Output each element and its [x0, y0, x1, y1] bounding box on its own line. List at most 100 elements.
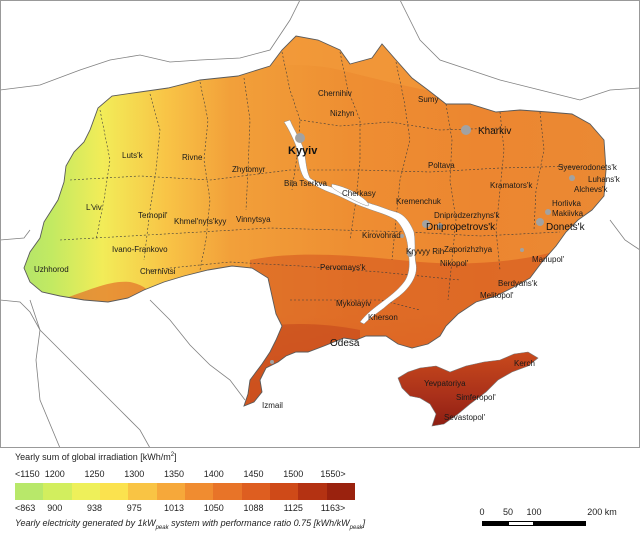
- city-label-ternopil: Ternopil': [138, 211, 168, 220]
- city-label-chernihiv: Chernihiv: [318, 89, 352, 98]
- pv-output-tick: 975: [126, 503, 142, 513]
- legend: Yearly sum of global irradiation [kWh/m2…: [15, 452, 375, 542]
- irradiation-tick: 1550>: [320, 469, 346, 479]
- irradiation-tick: 1200: [44, 469, 65, 479]
- caption-part-2: system with performance ratio 0.75 [kWh/…: [168, 518, 350, 528]
- city-label-nizhyn: Nizhyn: [330, 109, 354, 118]
- city-label-kerch: Kerch: [514, 359, 535, 368]
- irradiation-tick-labels: <1150 1200 1250 1300 1350 1400 1450 1500 1550>: [15, 469, 360, 481]
- irradiation-tick: 1350: [163, 469, 185, 479]
- city-label-ivano-frankovo: Ivano-Frankovo: [112, 245, 168, 254]
- city-label-zaporizhzhya: Zaporizhzhya: [444, 245, 493, 254]
- city-label-sumy: Sumy: [418, 95, 438, 104]
- ramp-swatch: [269, 483, 299, 500]
- scale-segment-3: [534, 521, 586, 526]
- city-label-khmelnytskyi: Khmel'nyts'kyy: [174, 217, 226, 226]
- city-label-berdyansk: Berdyans'k: [498, 279, 538, 288]
- city-label-horlivka: Horlivka: [552, 199, 581, 208]
- scale-segment-2: [508, 521, 534, 526]
- ramp-swatch: [326, 483, 355, 500]
- city-label-rivne: Rivne: [182, 153, 203, 162]
- city-label-odesa: Odesa: [330, 338, 360, 349]
- irradiation-tick: 1300: [124, 469, 145, 479]
- irradiation-tick: <1150: [15, 469, 40, 479]
- city-label-sevastopol: Sevastopol': [444, 413, 486, 422]
- urban-areas: [270, 125, 575, 364]
- scale-label-50: 50: [502, 507, 514, 517]
- legend-title: Yearly sum of global irradiation [kWh/m2…: [15, 452, 177, 462]
- city-label-severodonetsk: Syeverodonets'k: [558, 163, 618, 172]
- legend-title-text: Yearly sum of global irradiation [kWh/m: [15, 452, 171, 462]
- pv-output-tick: 938: [86, 503, 103, 513]
- city-label-mariupol: Mariupol': [532, 255, 565, 264]
- ramp-swatch: [298, 483, 327, 500]
- city-label-yevpatoriya: Yevpatoriya: [424, 379, 466, 388]
- caption-sub-1: peak: [155, 524, 169, 531]
- scale-label-0: 0: [479, 507, 485, 517]
- city-label-dniprodzerzhynsk: Dniprodzerzhyns'k: [434, 211, 501, 220]
- caption-part-1: Yearly electricity generated by 1kW: [15, 518, 156, 528]
- irradiation-tick: 1400: [203, 469, 224, 479]
- ramp-swatch: [71, 483, 100, 500]
- irradiation-tick: 1450: [243, 469, 264, 479]
- city-label-kherson: Kherson: [368, 313, 398, 322]
- pv-output-tick: <863: [15, 503, 36, 513]
- city-label-lviv: L'viv: [86, 203, 102, 212]
- scale-label-200: 200 km: [587, 507, 617, 517]
- city-label-mykolayiv: Mykolayiv: [336, 299, 371, 308]
- pv-output-tick: 900: [47, 503, 63, 513]
- crimea-peninsula: [397, 351, 539, 427]
- city-label-bila-tserkva: Bila Tserkva: [284, 179, 328, 188]
- city-label-dnipropetrovsk: Dnipropetrovs'k: [426, 222, 496, 233]
- pv-output-tick: 1050: [203, 503, 224, 513]
- city-label-pervomaysk: Pervomays'k: [320, 263, 367, 272]
- city-label-kramatorsk: Kramators'k: [490, 181, 533, 190]
- scale-segment-1: [482, 521, 508, 526]
- city-label-simferopol: Simferopol': [456, 393, 496, 402]
- city-label-kharkiv: Kharkiv: [478, 126, 511, 137]
- city-label-uzhhorod: Uzhhorod: [34, 265, 69, 274]
- city-label-makiivka: Makiivka: [552, 209, 584, 218]
- color-ramp: [15, 483, 355, 500]
- legend-caption: Yearly electricity generated by 1kWpeak …: [15, 518, 365, 531]
- neighbor-borders: [0, 0, 640, 448]
- ramp-swatch: [241, 483, 270, 500]
- city-label-cherkasy: Cherkasy: [342, 189, 376, 198]
- caption-part-3: ]: [362, 518, 366, 528]
- caption-sub-2: peak: [349, 524, 363, 531]
- city-label-kirovohrad: Kirovohrad: [362, 231, 401, 240]
- city-label-lutsk: Luts'k: [122, 151, 144, 160]
- pv-output-tick: 1013: [163, 503, 185, 513]
- city-label-poltava: Poltava: [428, 161, 455, 170]
- city-label-donetsk: Donets'k: [546, 222, 586, 233]
- city-label-kyiv: Kyyiv: [288, 145, 318, 157]
- city-label-melitopol: Melitopol': [480, 291, 514, 300]
- scale-label-100: 100: [526, 507, 542, 517]
- ramp-swatch: [128, 483, 157, 500]
- oblast-boundaries: [59, 51, 581, 311]
- city-label-vinnytsya: Vinnytsya: [236, 215, 271, 224]
- ramp-swatch: [43, 483, 72, 500]
- city-label-kryvyy-rih: Kryvyy Rih: [406, 247, 444, 256]
- legend-title-unit-exponent: 2: [170, 452, 175, 458]
- ramp-swatch: [99, 483, 129, 500]
- ramp-swatch: [15, 483, 44, 500]
- city-label-izmail: Izmail: [262, 401, 283, 410]
- pv-output-tick: 1088: [243, 503, 264, 513]
- solar-irradiation-map: Kyyiv Chernihiv Sumy Kharkiv Nizhyn Luts…: [0, 0, 640, 448]
- city-label-zhytomyr: Zhytomyr: [232, 165, 266, 174]
- city-label-nikopol: Nikopol': [440, 259, 469, 268]
- ukraine-border: [23, 35, 607, 407]
- ramp-swatch: [213, 483, 242, 500]
- legend-title-end: ]: [174, 452, 177, 462]
- city-label-chernivtsi: Chernivtsi: [140, 267, 176, 276]
- city-labels: Kyyiv Chernihiv Sumy Kharkiv Nizhyn Luts…: [34, 89, 621, 422]
- city-label-luhansk: Luhans'k: [588, 175, 621, 184]
- pv-output-tick-labels: <863 900 938 975 1013 1050 1088 1125 1163>: [15, 503, 360, 515]
- city-label-alchevsk: Alchevs'k: [574, 185, 609, 194]
- scale-bar: 0 50 100 200 km: [474, 507, 634, 537]
- pv-output-tick: 1125: [283, 503, 303, 513]
- ramp-swatch: [184, 483, 214, 500]
- irradiation-tick: 1500: [283, 469, 304, 479]
- city-label-kremenchuk: Kremenchuk: [396, 197, 442, 206]
